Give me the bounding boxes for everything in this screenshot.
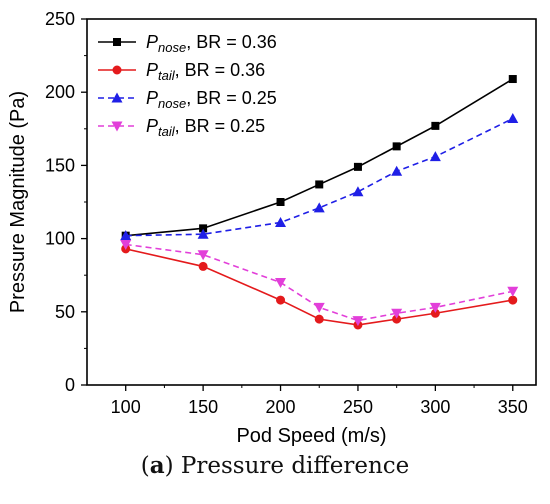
legend-entry-4: Ptail, BR = 0.25	[98, 116, 265, 139]
data-point	[197, 250, 209, 261]
data-point	[352, 316, 364, 327]
data-point	[391, 165, 403, 176]
pressure-chart: 100 150 200 250 300 350 0 50 100 150 200 250 Pod Spe…	[7, 9, 537, 447]
y-tick-label: 200	[45, 82, 75, 102]
data-point	[276, 198, 285, 206]
y-tick-label: 250	[45, 9, 75, 29]
legend-label: Pnose, BR = 0.25	[146, 88, 277, 111]
series-line	[125, 117, 514, 237]
legend-marker	[111, 121, 123, 132]
data-point	[120, 230, 132, 241]
data-point	[507, 113, 519, 124]
chart-legend: Pnose, BR = 0.36 Ptail, BR = 0.36 Pnose, B…	[98, 32, 277, 139]
chart-marks	[120, 75, 519, 330]
legend-marker	[113, 38, 121, 46]
x-tick-label: 350	[498, 397, 528, 417]
data-point	[391, 308, 403, 319]
y-tick-label: 100	[45, 229, 75, 249]
data-point	[313, 302, 325, 313]
x-tick-label: 300	[420, 397, 450, 417]
series-4	[120, 239, 519, 327]
data-point	[313, 202, 325, 213]
data-point	[508, 75, 517, 84]
y-tick-label: 0	[65, 375, 75, 395]
legend-entry-1: Pnose, BR = 0.36	[98, 32, 277, 55]
data-point	[275, 216, 287, 227]
y-tick-label: 50	[55, 302, 75, 322]
legend-entry-3: Pnose, BR = 0.25	[98, 88, 277, 111]
series-line	[125, 248, 513, 326]
series-line	[125, 78, 514, 237]
legend-marker	[112, 65, 122, 75]
data-point	[429, 151, 441, 162]
chart-axes: 100 150 200 250 300 350 0 50 100 150 200 250 Pod Spe…	[7, 9, 537, 447]
data-point	[392, 142, 401, 151]
caption-text: Pressure difference	[180, 453, 410, 479]
data-point	[315, 180, 324, 189]
data-point	[120, 239, 132, 250]
x-axis-label: Pod Speed (m/s)	[236, 425, 386, 447]
data-point	[392, 314, 402, 324]
x-tick-label: 150	[188, 397, 218, 417]
x-tick-label: 100	[111, 397, 141, 417]
figure-caption: (a) Pressure difference	[140, 452, 410, 479]
series-line	[125, 243, 513, 322]
data-point	[199, 224, 208, 233]
data-point	[276, 295, 286, 305]
y-axis-label: Pressure Magnitude (Pa)	[7, 91, 29, 313]
data-point	[352, 186, 364, 197]
data-point	[507, 286, 519, 297]
data-point	[197, 228, 209, 239]
series-2	[121, 244, 518, 330]
data-point	[430, 308, 440, 318]
x-tick-label: 250	[343, 397, 373, 417]
caption-label: a	[149, 452, 165, 479]
data-point	[353, 162, 362, 171]
x-tick-label: 200	[266, 397, 296, 417]
legend-entry-2: Ptail, BR = 0.36	[98, 60, 265, 83]
data-point	[314, 314, 324, 324]
legend-label: Ptail, BR = 0.25	[146, 116, 265, 139]
y-tick-label: 150	[45, 155, 75, 175]
series-3	[120, 113, 519, 241]
legend-label: Ptail, BR = 0.36	[146, 60, 265, 83]
data-point	[508, 295, 518, 305]
legend-marker	[111, 92, 123, 103]
data-point	[429, 302, 441, 313]
data-point	[275, 278, 287, 289]
legend-label: Pnose, BR = 0.36	[146, 32, 277, 55]
data-point	[198, 261, 208, 271]
data-point	[431, 121, 440, 130]
